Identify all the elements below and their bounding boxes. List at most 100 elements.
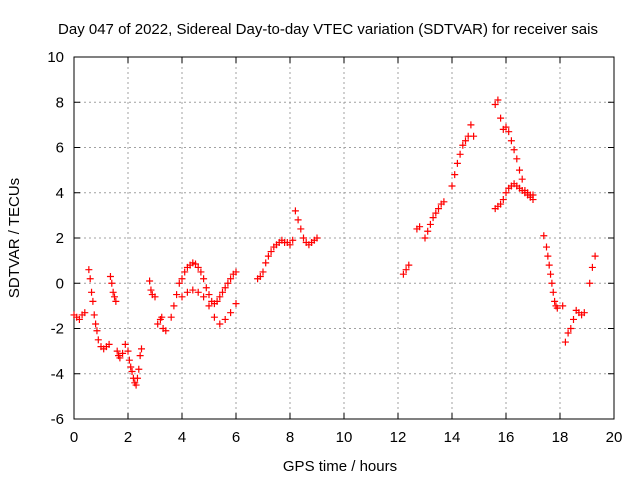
- data-point: [205, 291, 213, 299]
- data-point: [213, 297, 221, 305]
- data-point: [221, 315, 229, 323]
- data-point: [90, 311, 98, 319]
- series-sdtvar: [70, 96, 599, 389]
- data-point: [121, 340, 129, 348]
- data-point: [94, 336, 102, 344]
- data-point: [507, 137, 515, 145]
- data-point: [219, 288, 226, 296]
- y-tick-label: 0: [56, 275, 64, 292]
- data-point: [128, 367, 136, 375]
- data-point: [106, 272, 114, 280]
- y-axis-label: SDTVAR / TECUs: [6, 178, 23, 298]
- data-point: [505, 128, 513, 136]
- y-tick-label: 2: [56, 230, 64, 247]
- data-point: [125, 356, 133, 364]
- data-point: [202, 284, 210, 292]
- data-point: [470, 132, 478, 140]
- chart-title: Day 047 of 2022, Sidereal Day-to-day VTE…: [58, 21, 598, 38]
- data-point: [88, 288, 96, 296]
- x-tick-label: 20: [606, 429, 623, 446]
- data-point: [313, 234, 321, 242]
- data-point: [402, 266, 410, 274]
- data-point: [183, 288, 191, 296]
- data-point: [553, 304, 561, 312]
- data-point: [497, 114, 505, 122]
- data-point: [224, 279, 232, 287]
- data-point: [289, 236, 297, 244]
- y-tick-label: -6: [51, 411, 64, 428]
- data-point: [221, 284, 229, 292]
- x-tick-label: 12: [390, 429, 407, 446]
- data-point: [138, 345, 145, 353]
- data-point: [181, 268, 189, 276]
- data-point: [432, 209, 440, 217]
- y-tick-label: -4: [51, 366, 64, 383]
- data-point: [75, 315, 83, 323]
- data-point: [89, 297, 97, 305]
- x-tick-label: 0: [70, 429, 78, 446]
- data-point: [267, 248, 275, 256]
- data-point: [518, 175, 526, 183]
- data-point: [540, 232, 548, 240]
- data-point: [205, 302, 213, 310]
- data-point: [127, 363, 135, 371]
- data-point: [543, 243, 550, 251]
- data-point: [200, 293, 208, 301]
- data-point: [591, 252, 599, 260]
- x-tick-label: 8: [286, 429, 294, 446]
- data-point: [502, 189, 510, 197]
- data-point: [588, 263, 596, 271]
- data-point: [462, 137, 469, 145]
- data-point: [167, 313, 175, 321]
- data-point: [81, 309, 89, 317]
- y-tick-label: 10: [47, 49, 64, 66]
- data-point: [426, 220, 434, 228]
- data-point: [264, 252, 272, 260]
- data-point: [135, 365, 143, 373]
- data-point: [108, 279, 116, 287]
- data-point: [291, 207, 299, 215]
- x-tick-label: 10: [336, 429, 353, 446]
- x-tick-label: 4: [178, 429, 186, 446]
- data-point: [494, 96, 502, 104]
- data-point: [259, 268, 267, 276]
- data-point: [92, 320, 100, 328]
- data-point: [416, 223, 424, 231]
- data-point: [510, 146, 518, 154]
- data-point: [112, 297, 120, 305]
- data-point: [93, 327, 101, 335]
- data-point: [194, 288, 202, 296]
- data-point: [551, 297, 559, 305]
- data-point: [232, 268, 240, 276]
- data-point: [459, 141, 467, 149]
- data-point: [116, 354, 124, 362]
- data-point: [580, 309, 588, 317]
- y-tick-label: 8: [56, 94, 64, 111]
- data-point: [178, 293, 186, 301]
- data-point: [173, 291, 181, 299]
- data-point: [85, 266, 93, 274]
- data-point: [175, 279, 183, 287]
- x-axis-label: GPS time / hours: [283, 458, 397, 475]
- data-point: [216, 293, 224, 301]
- data-point: [147, 286, 155, 294]
- data-point: [227, 309, 235, 317]
- data-point: [294, 216, 302, 224]
- data-point: [440, 198, 448, 206]
- data-point: [154, 320, 162, 328]
- data-point: [586, 279, 594, 287]
- data-point: [262, 259, 270, 267]
- data-point: [286, 241, 294, 249]
- data-point: [547, 270, 555, 278]
- data-point: [453, 159, 461, 167]
- data-point: [448, 182, 456, 190]
- data-point: [424, 227, 432, 235]
- data-point: [151, 293, 159, 301]
- x-tick-label: 16: [498, 429, 515, 446]
- data-point: [105, 340, 113, 348]
- data-point: [570, 315, 577, 323]
- data-point: [429, 214, 437, 222]
- data-point: [113, 347, 121, 355]
- data-point: [136, 352, 144, 360]
